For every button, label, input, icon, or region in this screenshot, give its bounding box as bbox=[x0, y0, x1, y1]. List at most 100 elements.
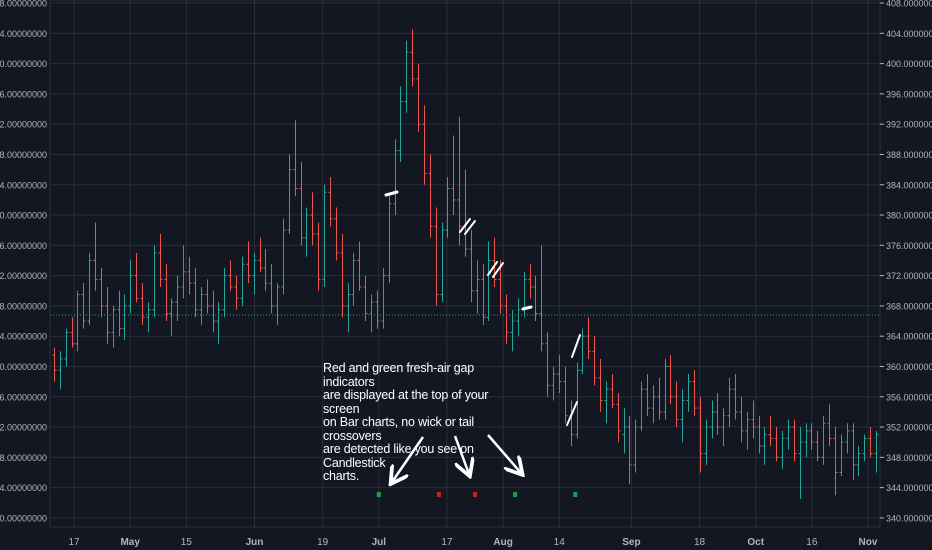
ohlc-bar bbox=[680, 389, 685, 443]
x-tick-label: 16 bbox=[806, 537, 818, 548]
arrow-annotation bbox=[392, 436, 425, 482]
ohlc-bar bbox=[845, 423, 850, 454]
annotation-line: are detected like you see on Candlestick bbox=[323, 442, 474, 470]
x-tick-label: Oct bbox=[747, 537, 764, 548]
ohlc-bar bbox=[745, 411, 750, 450]
ohlc-bar bbox=[768, 415, 773, 446]
x-tick-label: 19 bbox=[317, 537, 329, 548]
ohlc-bar bbox=[128, 260, 133, 314]
ohlc-bar bbox=[721, 408, 726, 446]
gap-indicator bbox=[573, 492, 578, 497]
ohlc-bar bbox=[146, 302, 151, 333]
ohlc-bar bbox=[592, 336, 597, 386]
ohlc-bar bbox=[222, 268, 227, 318]
x-tick-label: Jul bbox=[372, 537, 387, 548]
ohlc-bar bbox=[528, 264, 533, 299]
ohlc-bar bbox=[93, 222, 98, 291]
ohlc-bar bbox=[381, 268, 386, 329]
ohlc-bar bbox=[475, 260, 480, 314]
ohlc-bar bbox=[486, 241, 491, 322]
ohlc-bar bbox=[351, 252, 356, 306]
y-tick-label-right: 360.00000000 bbox=[886, 362, 932, 372]
ohlc-bar bbox=[668, 355, 673, 405]
time-axis[interactable]: 17 May 15 Jun 19 Jul 17 Aug 14 Sep 18 Oct 16 Nov bbox=[68, 537, 877, 548]
ohlc-bar bbox=[533, 275, 538, 322]
ohlc-bar bbox=[369, 294, 374, 333]
ohlc-bar bbox=[663, 358, 668, 420]
ohlc-bar bbox=[698, 396, 703, 473]
gap-highlight-mark bbox=[464, 220, 476, 235]
gap-highlight-mark bbox=[384, 190, 399, 197]
ohlc-bar bbox=[122, 294, 127, 340]
y-tick-label-right: 392.00000000 bbox=[886, 120, 932, 130]
ohlc-bar bbox=[622, 408, 627, 454]
y-tick-label-right: 348.00000000 bbox=[886, 453, 932, 463]
ohlc-bar bbox=[75, 290, 80, 352]
ohlc-bar bbox=[739, 396, 744, 443]
ohlc-bar bbox=[363, 275, 368, 322]
ohlc-bar bbox=[252, 252, 257, 295]
ohlc-bar bbox=[868, 427, 873, 458]
y-tick-label-left: 348.00000000 bbox=[0, 453, 47, 463]
y-tick-label-left: 352.00000000 bbox=[0, 423, 47, 433]
ohlc-bar bbox=[299, 162, 304, 246]
ohlc-bar bbox=[827, 404, 832, 446]
ohlc-bar bbox=[175, 275, 180, 322]
y-tick-label-left: 400.00000000 bbox=[0, 59, 47, 69]
ohlc-bar bbox=[639, 381, 644, 431]
annotation-line: Red and green fresh-air gap indicators bbox=[323, 361, 474, 389]
ohlc-bar bbox=[804, 423, 809, 458]
ohlc-bar bbox=[169, 298, 174, 337]
ohlc-bar bbox=[140, 283, 145, 325]
ohlc-bar bbox=[686, 374, 691, 412]
ohlc-bar bbox=[704, 419, 709, 465]
left-price-axis[interactable]: 340.00000000 344.00000000 348.00000000 352.… bbox=[0, 0, 47, 523]
ohlc-bar bbox=[263, 249, 268, 291]
ohlc-bar bbox=[205, 279, 210, 314]
ohlc-bar bbox=[715, 392, 720, 435]
ohlc-bar bbox=[152, 245, 157, 318]
ohlc-bar bbox=[428, 154, 433, 238]
ohlc-bar bbox=[862, 434, 867, 462]
y-tick-label-right: 388.00000000 bbox=[886, 150, 932, 160]
ohlc-bar bbox=[792, 419, 797, 462]
y-tick-label-left: 380.00000000 bbox=[0, 211, 47, 221]
ohlc-bar bbox=[211, 290, 216, 333]
y-tick-label-right: 400.00000000 bbox=[886, 59, 932, 69]
y-tick-label-left: 396.00000000 bbox=[0, 89, 47, 99]
y-tick-label-left: 344.00000000 bbox=[0, 483, 47, 493]
ohlc-bar bbox=[164, 264, 169, 322]
ohlc-bar bbox=[334, 207, 339, 261]
ohlc-bar bbox=[598, 358, 603, 412]
ohlc-bar bbox=[674, 381, 679, 428]
annotation-line: on Bar charts, no wick or tail crossover… bbox=[323, 415, 475, 443]
y-tick-label-left: 376.00000000 bbox=[0, 241, 47, 251]
gap-highlight-mark bbox=[571, 334, 581, 358]
y-tick-label-left: 384.00000000 bbox=[0, 180, 47, 190]
ohlc-bar bbox=[563, 366, 568, 424]
plot-frame bbox=[49, 0, 881, 528]
ohlc-bar bbox=[375, 290, 380, 329]
ohlc-bar bbox=[774, 427, 779, 462]
ohlc-bar bbox=[158, 233, 163, 287]
y-tick-label-right: 340.00000000 bbox=[886, 513, 932, 523]
gap-highlight-mark bbox=[459, 218, 471, 233]
ohlc-bar bbox=[874, 430, 879, 473]
ohlc-bar bbox=[293, 120, 298, 197]
ohlc-bar bbox=[398, 86, 403, 163]
gap-indicator bbox=[513, 492, 518, 497]
ohlc-bar bbox=[604, 381, 609, 424]
ohlc-bar bbox=[70, 317, 75, 348]
ohlc-bar bbox=[99, 268, 104, 318]
ohlc-bar bbox=[833, 427, 838, 496]
ohlc-bar bbox=[410, 29, 415, 87]
x-tick-label: Sep bbox=[622, 537, 640, 548]
x-tick-label: 17 bbox=[441, 537, 453, 548]
annotation-line: are displayed at the top of your screen bbox=[323, 388, 489, 416]
y-tick-label-left: 360.00000000 bbox=[0, 362, 47, 372]
ohlc-bar bbox=[117, 290, 122, 337]
gap-highlight-mark bbox=[566, 401, 578, 426]
right-price-axis[interactable]: 340.00000000 344.00000000 348.00000000 352.… bbox=[880, 0, 932, 523]
ohlc-bar bbox=[81, 283, 86, 329]
